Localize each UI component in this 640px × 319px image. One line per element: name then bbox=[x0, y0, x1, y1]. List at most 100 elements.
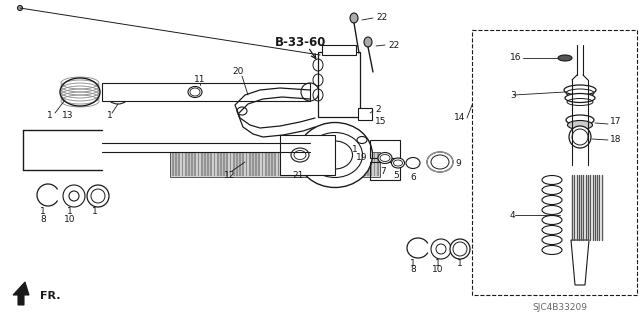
Text: 1: 1 bbox=[457, 258, 463, 268]
Text: 18: 18 bbox=[610, 135, 621, 144]
Ellipse shape bbox=[392, 158, 404, 168]
Ellipse shape bbox=[542, 205, 562, 214]
Text: 12: 12 bbox=[224, 170, 236, 180]
Bar bbox=[294, 153, 296, 176]
Text: B-33-60: B-33-60 bbox=[275, 35, 326, 48]
Ellipse shape bbox=[568, 121, 593, 130]
Bar bbox=[211, 153, 212, 176]
Bar bbox=[291, 153, 292, 176]
Bar bbox=[332, 153, 334, 176]
Bar bbox=[281, 153, 283, 176]
Text: 21: 21 bbox=[292, 170, 304, 180]
Text: 4: 4 bbox=[510, 211, 516, 219]
Text: 1: 1 bbox=[40, 207, 46, 217]
Bar bbox=[300, 153, 302, 176]
Text: 1: 1 bbox=[410, 258, 416, 268]
Ellipse shape bbox=[364, 37, 372, 47]
Bar bbox=[370, 162, 400, 180]
Bar bbox=[259, 153, 260, 176]
Text: 1: 1 bbox=[435, 258, 441, 268]
Bar bbox=[220, 153, 222, 176]
Text: 17: 17 bbox=[610, 117, 621, 127]
Bar bbox=[182, 153, 184, 176]
Text: 15: 15 bbox=[375, 117, 387, 127]
Bar bbox=[472, 30, 637, 295]
Bar bbox=[217, 153, 219, 176]
Bar bbox=[280, 135, 335, 175]
Text: 5: 5 bbox=[393, 172, 399, 181]
Bar bbox=[262, 153, 264, 176]
Bar bbox=[339, 153, 340, 176]
Bar bbox=[204, 153, 206, 176]
Bar bbox=[370, 140, 400, 158]
Circle shape bbox=[91, 189, 105, 203]
Bar bbox=[207, 153, 209, 176]
Circle shape bbox=[569, 126, 591, 148]
Text: 3: 3 bbox=[510, 91, 516, 100]
Circle shape bbox=[63, 185, 85, 207]
Text: 1: 1 bbox=[47, 110, 53, 120]
Bar bbox=[271, 153, 273, 176]
Bar bbox=[316, 153, 318, 176]
Bar bbox=[268, 153, 270, 176]
Bar bbox=[284, 153, 286, 176]
Text: 20: 20 bbox=[232, 68, 244, 77]
Text: 11: 11 bbox=[195, 76, 205, 85]
Bar bbox=[310, 153, 312, 176]
Text: 10: 10 bbox=[64, 214, 76, 224]
Ellipse shape bbox=[298, 122, 372, 188]
Bar bbox=[175, 153, 177, 176]
Bar bbox=[322, 45, 356, 55]
Text: 14: 14 bbox=[454, 114, 465, 122]
Ellipse shape bbox=[350, 13, 358, 23]
Text: SJC4B33209: SJC4B33209 bbox=[532, 303, 588, 313]
Ellipse shape bbox=[542, 246, 562, 255]
Text: 1: 1 bbox=[352, 145, 358, 154]
Bar bbox=[351, 153, 353, 176]
Bar bbox=[371, 153, 372, 176]
Bar bbox=[361, 153, 363, 176]
Bar bbox=[230, 153, 232, 176]
Bar bbox=[319, 153, 321, 176]
Bar bbox=[227, 153, 228, 176]
Bar bbox=[307, 153, 308, 176]
Bar bbox=[246, 153, 248, 176]
Ellipse shape bbox=[558, 55, 572, 61]
Text: 8: 8 bbox=[40, 214, 46, 224]
Circle shape bbox=[87, 185, 109, 207]
Bar bbox=[287, 153, 289, 176]
Text: 10: 10 bbox=[432, 265, 444, 275]
Bar bbox=[198, 153, 200, 176]
Text: 1: 1 bbox=[67, 207, 73, 217]
Bar bbox=[342, 153, 344, 176]
Bar bbox=[195, 153, 196, 176]
Bar bbox=[323, 153, 324, 176]
Ellipse shape bbox=[566, 115, 594, 125]
Text: 22: 22 bbox=[388, 41, 399, 49]
Bar bbox=[252, 153, 254, 176]
Bar bbox=[345, 153, 347, 176]
Polygon shape bbox=[571, 240, 589, 285]
Text: 9: 9 bbox=[455, 159, 461, 167]
Bar bbox=[297, 153, 299, 176]
Bar bbox=[214, 153, 216, 176]
Text: 22: 22 bbox=[376, 13, 387, 23]
Ellipse shape bbox=[542, 196, 562, 204]
Bar bbox=[329, 153, 331, 176]
Ellipse shape bbox=[237, 107, 247, 115]
Bar bbox=[255, 153, 257, 176]
Bar bbox=[102, 83, 310, 101]
Ellipse shape bbox=[542, 186, 562, 195]
Bar bbox=[358, 108, 372, 120]
Bar bbox=[170, 152, 380, 177]
Bar bbox=[377, 153, 379, 176]
Ellipse shape bbox=[188, 86, 202, 98]
Text: 13: 13 bbox=[62, 112, 74, 121]
Bar bbox=[172, 153, 174, 176]
Bar bbox=[185, 153, 187, 176]
Bar bbox=[223, 153, 225, 176]
Bar bbox=[236, 153, 238, 176]
Bar bbox=[318, 52, 360, 117]
Bar bbox=[265, 153, 267, 176]
Bar bbox=[303, 153, 305, 176]
